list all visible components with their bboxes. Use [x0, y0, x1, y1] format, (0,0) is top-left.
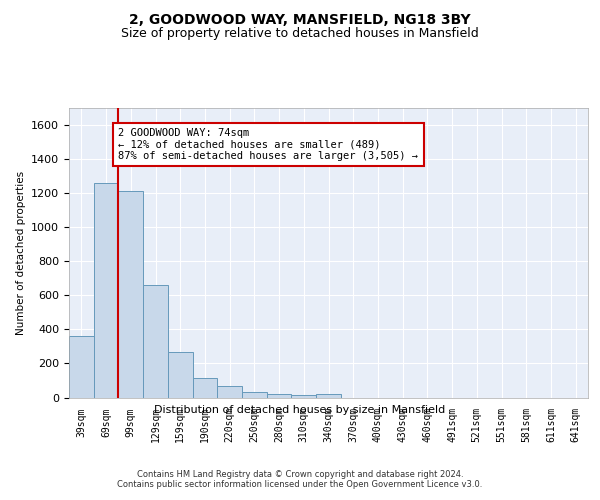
Text: Contains HM Land Registry data © Crown copyright and database right 2024.: Contains HM Land Registry data © Crown c…	[137, 470, 463, 479]
Bar	[316, 394, 341, 398]
Bar	[69, 336, 94, 398]
Bar	[242, 392, 267, 398]
Bar	[217, 386, 242, 398]
Bar	[168, 352, 193, 398]
Text: Size of property relative to detached houses in Mansfield: Size of property relative to detached ho…	[121, 28, 479, 40]
Y-axis label: Number of detached properties: Number of detached properties	[16, 170, 26, 334]
Bar	[118, 191, 143, 398]
Text: Contains public sector information licensed under the Open Government Licence v3: Contains public sector information licen…	[118, 480, 482, 489]
Text: 2, GOODWOOD WAY, MANSFIELD, NG18 3BY: 2, GOODWOOD WAY, MANSFIELD, NG18 3BY	[129, 12, 471, 26]
Bar	[94, 182, 118, 398]
Bar	[143, 285, 168, 398]
Text: 2 GOODWOOD WAY: 74sqm
← 12% of detached houses are smaller (489)
87% of semi-det: 2 GOODWOOD WAY: 74sqm ← 12% of detached …	[118, 128, 418, 161]
Text: Distribution of detached houses by size in Mansfield: Distribution of detached houses by size …	[154, 405, 446, 415]
Bar	[193, 378, 217, 398]
Bar	[292, 395, 316, 398]
Bar	[267, 394, 292, 398]
